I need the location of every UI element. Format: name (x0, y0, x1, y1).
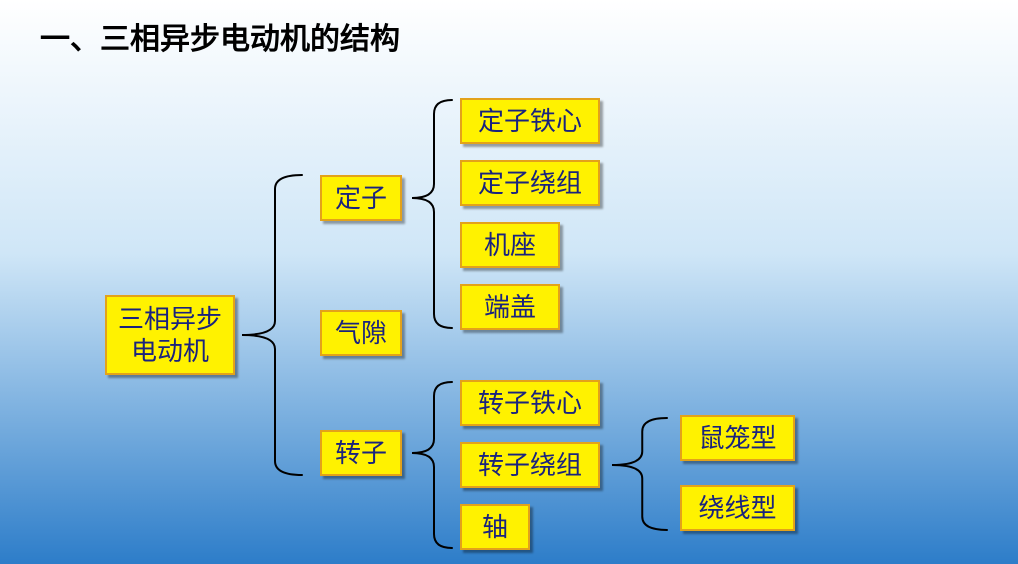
node-rotor: 转子 (320, 430, 402, 476)
node-r1: 转子铁心 (460, 380, 600, 426)
node-r2: 转子绕组 (460, 442, 600, 488)
brace-b-rotor (412, 382, 452, 548)
brace-b-wind (612, 418, 667, 530)
brace-b-stator (412, 100, 452, 328)
node-s3: 机座 (460, 222, 560, 268)
node-r3: 轴 (460, 504, 530, 550)
node-s1: 定子铁心 (460, 98, 600, 144)
node-gap: 气隙 (320, 310, 402, 356)
node-s4: 端盖 (460, 284, 560, 330)
node-w1: 鼠笼型 (680, 415, 795, 461)
slide-title: 一、三相异步电动机的结构 (40, 14, 400, 58)
diagram-canvas: 一、三相异步电动机的结构 三相异步 电动机 定子气隙转子 定子铁心定子绕组机座端盖转… (0, 0, 1018, 564)
node-root: 三相异步 电动机 (105, 295, 235, 375)
node-w2: 绕线型 (680, 485, 795, 531)
brace-b-root (242, 175, 302, 475)
node-s2: 定子绕组 (460, 160, 600, 206)
node-stator: 定子 (320, 175, 402, 221)
